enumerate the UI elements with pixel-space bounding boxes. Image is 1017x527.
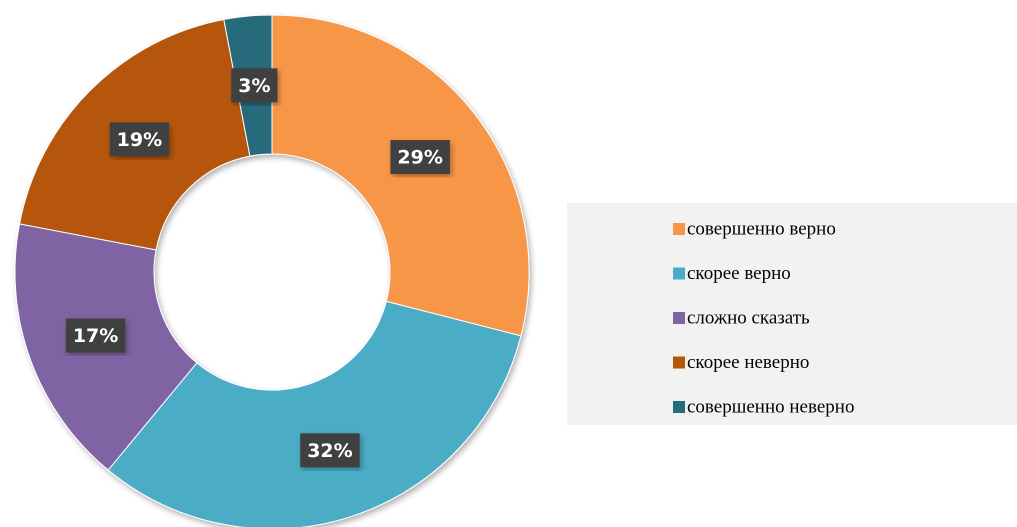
legend-swatch [673, 356, 685, 369]
legend-label: совершенно верно [687, 218, 836, 239]
slice [271, 14, 530, 337]
slice [107, 300, 522, 527]
legend: совершенно верно скорее верно сложно сказа… [673, 218, 854, 417]
label-box [231, 68, 278, 103]
data-label: 19% [117, 129, 162, 151]
data-label: 17% [73, 325, 118, 347]
legend-label: скорее верно [687, 263, 791, 284]
legend-label: скорее неверно [687, 352, 809, 373]
label-box [300, 433, 360, 468]
data-label: 32% [307, 440, 352, 462]
legend-label: сложно сказать [687, 307, 810, 328]
legend-swatch [673, 267, 685, 280]
labels: 29% 32% 17% 19% 3% [65, 68, 450, 468]
label-box [109, 122, 170, 157]
label-box [65, 318, 126, 353]
legend-box [567, 203, 1017, 425]
legend-swatch [673, 312, 685, 324]
data-label: 3% [238, 75, 270, 97]
legend-swatch [673, 223, 685, 235]
legend-label: совершенно неверно [687, 396, 854, 417]
data-label: 29% [397, 147, 442, 169]
label-box [390, 140, 450, 175]
legend-swatch [673, 401, 685, 413]
